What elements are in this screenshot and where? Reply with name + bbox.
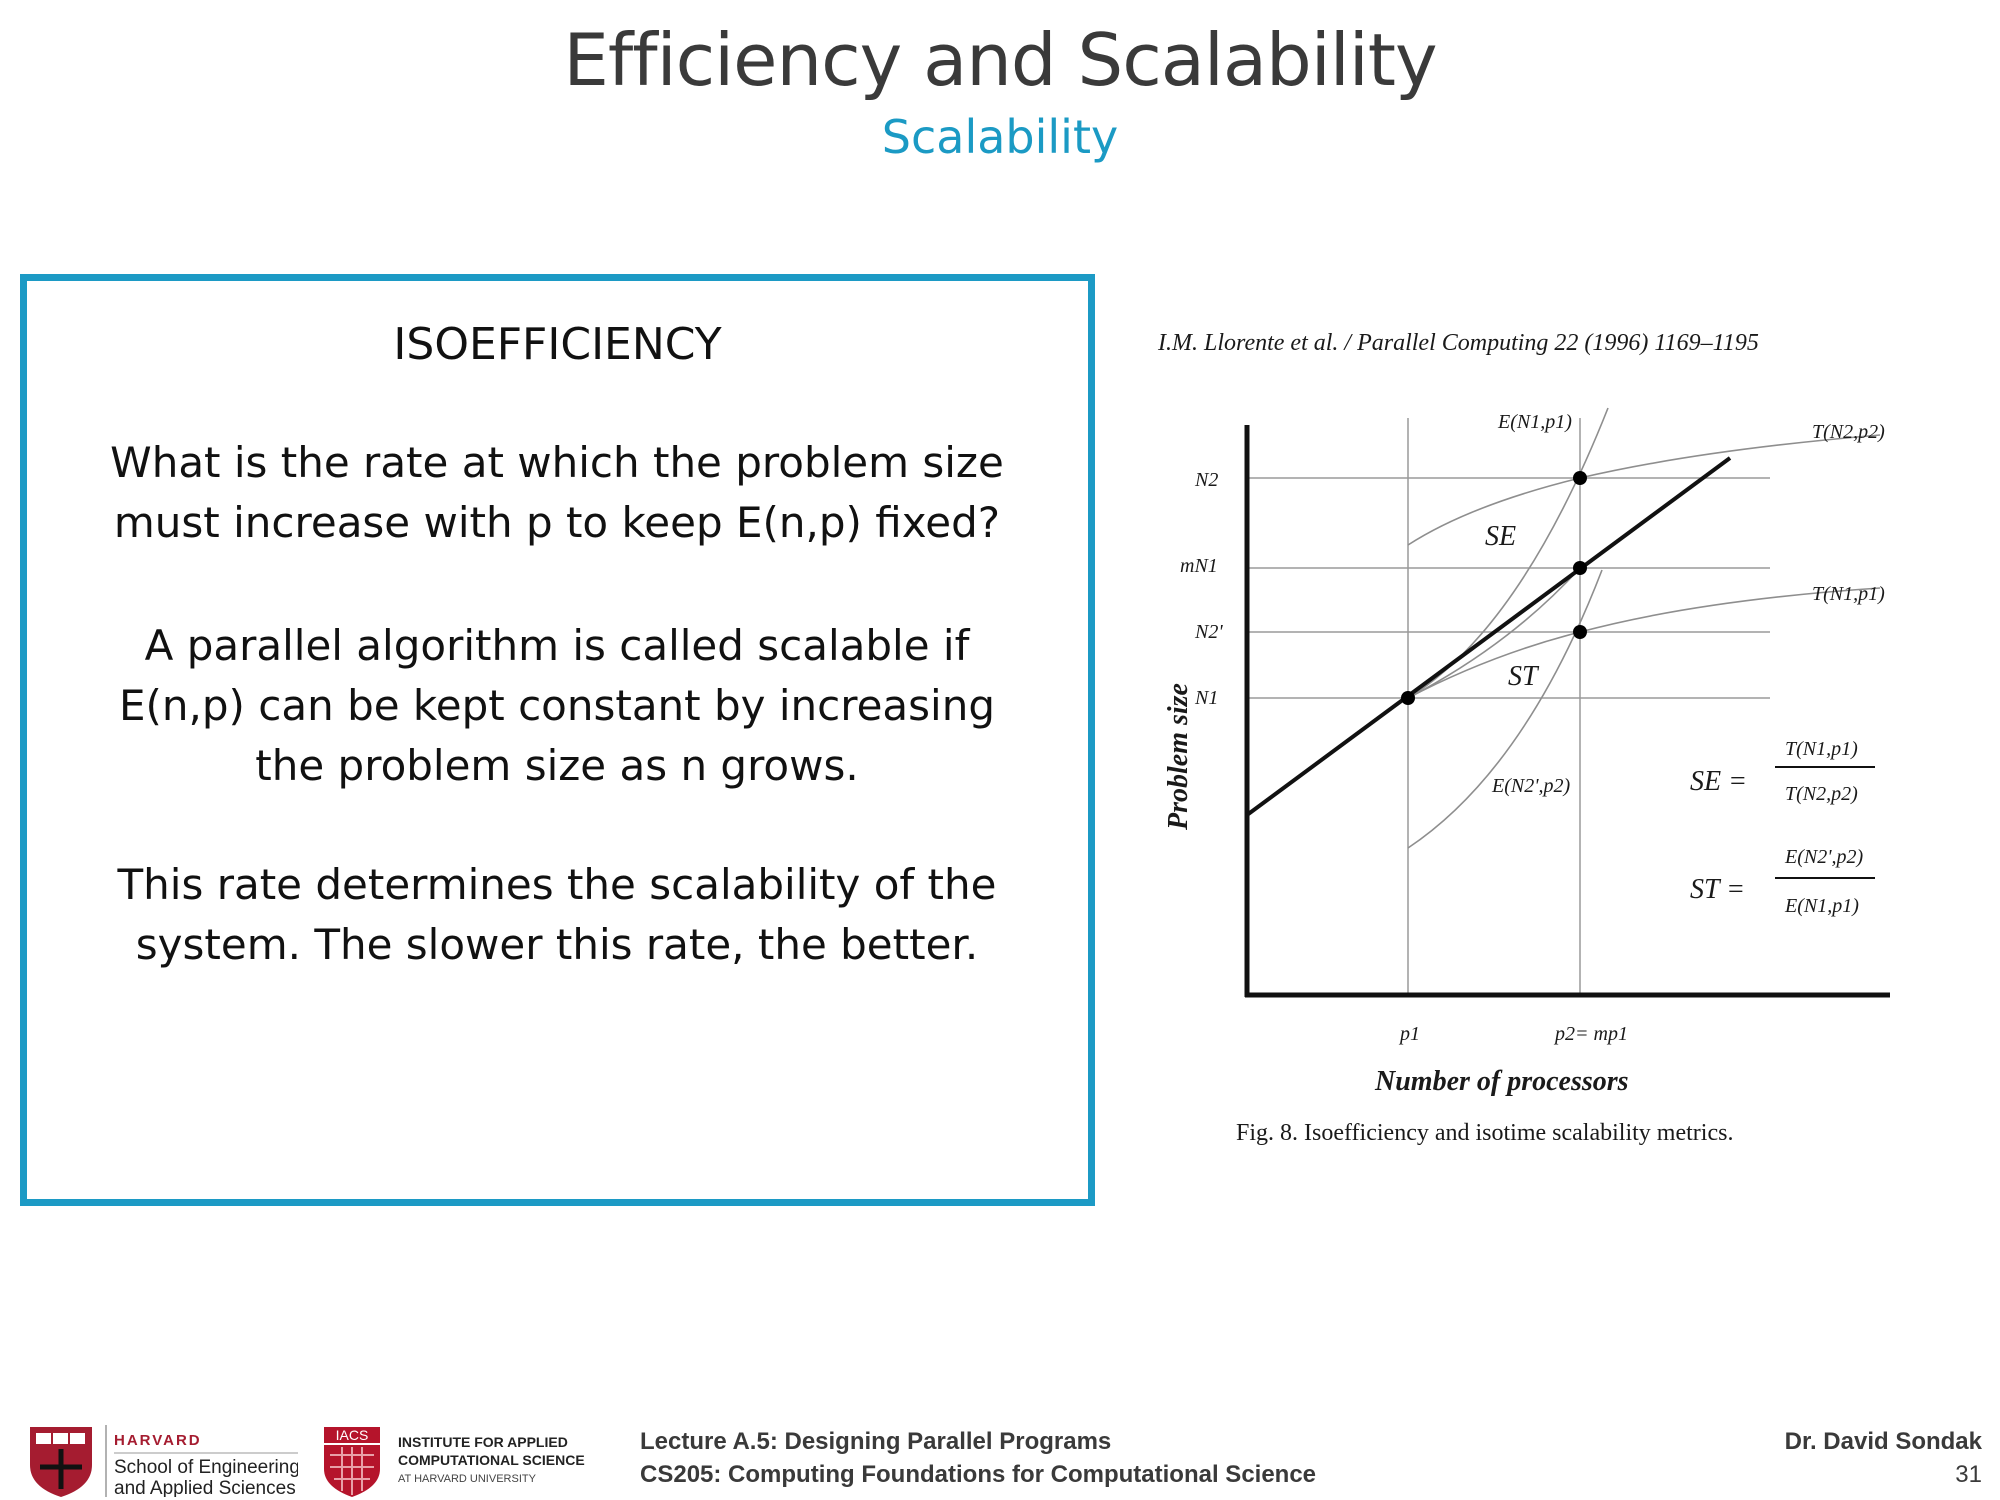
formula-st-numerator: E(N2',p2)	[1784, 846, 1863, 868]
formula-se-denominator: T(N2,p2)	[1785, 783, 1858, 805]
curves	[1407, 407, 1881, 849]
seas-line-1: School of Engineering	[114, 1457, 298, 1478]
point-n1-p1	[1401, 691, 1415, 705]
key-points	[1401, 471, 1587, 705]
point-n2-p2	[1573, 471, 1587, 485]
y-tick-n2: N2	[1194, 469, 1218, 491]
scalability-line	[1245, 456, 1732, 817]
iacs-logo: IACS INSTITUTE FOR APPLIED COMPUTATIONAL…	[324, 1427, 585, 1497]
book-icon	[53, 1433, 68, 1444]
x-tick-labels: p1 p2= mp1	[1398, 1023, 1628, 1045]
curve-t-lower	[1407, 587, 1881, 699]
curve-labels: E(N1,p1) T(N2,p2) T(N1,p1) E(N2',p2) SE …	[1485, 411, 1885, 797]
footer-lecture: Lecture A.5: Designing Parallel Programs	[640, 1428, 1112, 1455]
curve-t-upper	[1407, 434, 1881, 546]
footer-author: Dr. David Sondak	[1784, 1428, 1982, 1455]
formulas: SE = T(N1,p1) T(N2,p2) ST = E(N2',p2) E(…	[1690, 738, 1875, 917]
label-e-upper: E(N1,p1)	[1497, 411, 1572, 433]
y-tick-n1: N1	[1194, 687, 1218, 709]
formula-se-numerator: T(N1,p1)	[1785, 738, 1858, 760]
harvard-wordmark: HARVARD	[114, 1432, 202, 1449]
shield-pattern	[330, 1447, 374, 1495]
paragraph-rate-question: What is the rate at which the problem si…	[87, 433, 1027, 553]
formula-se-lhs: SE =	[1690, 766, 1747, 797]
y-tick-labels: N2 mN1 N2' N1	[1180, 469, 1223, 709]
slide-title: Efficiency and Scalability	[563, 18, 1437, 102]
footer: HARVARD School of Engineering and Applie…	[0, 1400, 2000, 1500]
iacs-line-1: INSTITUTE FOR APPLIED	[398, 1434, 568, 1450]
label-e-lower: E(N2',p2)	[1491, 775, 1570, 797]
x-tick-p2: p2= mp1	[1553, 1023, 1628, 1045]
paragraph-line: This rate determines the scalability of …	[117, 860, 997, 909]
point-mn1-p2	[1573, 561, 1587, 575]
figure-caption: Fig. 8. Isoefficiency and isotime scalab…	[1236, 1120, 1733, 1146]
paragraph-line: E(n,p) can be kept constant by increasin…	[118, 681, 995, 730]
paragraph-line: system. The slower this rate, the better…	[135, 920, 979, 969]
isoefficiency-figure: I.M. Llorente et al. / Parallel Computin…	[1140, 300, 1920, 1180]
cross-icon	[40, 1449, 82, 1489]
footer-page-number: 31	[1955, 1461, 1982, 1488]
paragraph-line: must increase with p to keep E(n,p) fixe…	[113, 498, 1001, 547]
axes	[1244, 425, 1890, 998]
paragraph-rate-meaning: This rate determines the scalability of …	[87, 855, 1027, 975]
label-t-upper: T(N2,p2)	[1812, 421, 1885, 443]
book-icon	[36, 1433, 51, 1444]
formula-st-lhs: ST =	[1690, 874, 1745, 905]
x-axis-label: Number of processors	[1374, 1066, 1629, 1097]
slide-subtitle: Scalability	[881, 110, 1119, 164]
y-axis-label: Problem size	[1163, 683, 1194, 831]
paragraph-line: A parallel algorithm is called scalable …	[144, 621, 970, 670]
y-tick-mn1: mN1	[1180, 555, 1218, 577]
iacs-badge-text: IACS	[336, 1427, 369, 1443]
harvard-seas-logo: HARVARD School of Engineering and Applie…	[30, 1425, 298, 1497]
iacs-line-2: COMPUTATIONAL SCIENCE	[398, 1452, 585, 1468]
curve-se-connector	[1407, 567, 1581, 699]
paragraph-line: What is the rate at which the problem si…	[110, 438, 1004, 487]
label-t-lower: T(N1,p1)	[1812, 583, 1885, 605]
iacs-line-3: AT HARVARD UNIVERSITY	[398, 1473, 537, 1485]
seas-line-2: and Applied Sciences	[114, 1478, 296, 1497]
isoefficiency-diagram: I.M. Llorente et al. / Parallel Computin…	[1157, 330, 1890, 1146]
iacs-badge	[324, 1427, 380, 1443]
figure-citation: I.M. Llorente et al. / Parallel Computin…	[1157, 330, 1759, 356]
point-n2prime-p2	[1573, 625, 1587, 639]
x-tick-p1: p1	[1398, 1023, 1420, 1045]
box-heading: ISOEFFICIENCY	[393, 319, 722, 370]
label-se: SE	[1485, 521, 1516, 552]
curve-e-lower	[1407, 569, 1603, 849]
book-icon	[70, 1433, 85, 1444]
paragraph-scalable-definition: A parallel algorithm is called scalable …	[87, 616, 1027, 796]
curve-e-upper	[1407, 407, 1609, 699]
grid-lines	[1247, 418, 1770, 995]
isoefficiency-box: ISOEFFICIENCY What is the rate at which …	[20, 274, 1095, 1206]
paragraph-line: the problem size as n grows.	[255, 741, 859, 790]
label-st: ST	[1508, 661, 1540, 692]
footer-course: CS205: Computing Foundations for Computa…	[640, 1461, 1317, 1488]
formula-st-denominator: E(N1,p1)	[1784, 895, 1859, 917]
y-tick-n2-prime: N2'	[1194, 621, 1223, 643]
